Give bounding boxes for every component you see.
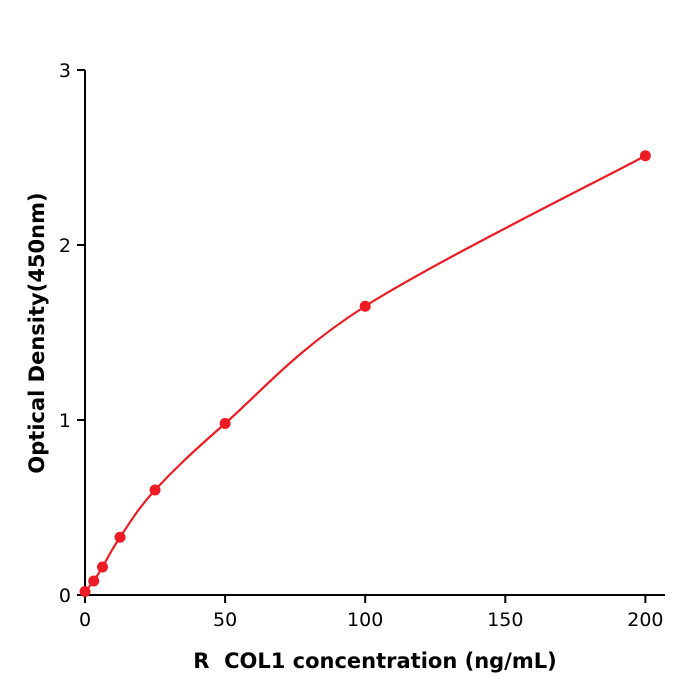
plot-area: 0 50 100 150 200 0 1 2 3	[59, 60, 665, 631]
y-tick-label: 0	[59, 585, 71, 607]
data-point	[359, 300, 371, 312]
standard-curve-line	[83, 154, 647, 593]
x-tick-label: 0	[79, 609, 91, 631]
data-point	[149, 484, 161, 496]
x-axis-label: R COL1 concentration (ng/mL)	[193, 649, 556, 673]
data-point	[114, 531, 126, 543]
x-tick-label: 50	[213, 609, 237, 631]
y-axis-label: Optical Density(450nm)	[25, 192, 49, 473]
x-tick-label: 200	[627, 609, 663, 631]
y-tick-label: 1	[59, 410, 71, 432]
data-point	[97, 561, 109, 573]
x-tick-label: 100	[347, 609, 383, 631]
data-point	[639, 150, 651, 162]
data-point	[88, 575, 100, 587]
x-tick-label: 150	[487, 609, 523, 631]
data-point	[79, 586, 91, 597]
y-tick-label: 2	[59, 235, 71, 257]
data-point	[219, 418, 231, 429]
y-tick-label: 3	[59, 60, 71, 82]
